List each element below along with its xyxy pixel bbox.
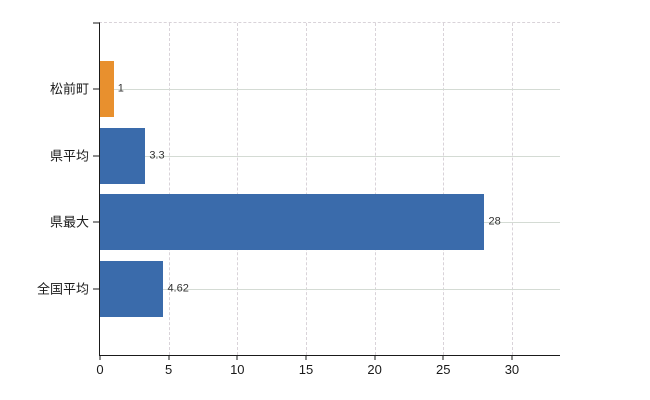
category-label: 県最大 bbox=[49, 214, 89, 230]
bar bbox=[100, 194, 485, 251]
y-axis-tick bbox=[93, 221, 100, 223]
x-axis-tick bbox=[511, 355, 513, 360]
x-tick-label: 0 bbox=[96, 362, 104, 377]
plot-area: 0 5 10 15 20 25 30 1 松前町 3.3 県平均 28 県最大 4.62 全国平均 bbox=[37, 22, 560, 376]
category-label: 全国平均 bbox=[36, 281, 89, 297]
y-axis-tick bbox=[93, 88, 100, 90]
gridline-horizontal bbox=[100, 288, 560, 290]
bar-value-label: 1 bbox=[117, 82, 124, 95]
gridline-vertical bbox=[168, 23, 171, 355]
y-axis-tick bbox=[93, 288, 100, 290]
x-tick-label: 30 bbox=[504, 362, 520, 377]
x-axis-tick bbox=[99, 355, 101, 360]
x-axis-tick bbox=[168, 355, 170, 360]
x-tick-label: 10 bbox=[230, 362, 245, 377]
bar bbox=[100, 127, 146, 184]
x-axis-tick bbox=[236, 355, 238, 360]
y-axis-tick bbox=[93, 155, 100, 157]
x-tick-label: 15 bbox=[298, 362, 314, 377]
bar-value-label: 4.62 bbox=[167, 282, 189, 295]
category-label: 県平均 bbox=[49, 148, 89, 164]
gridline-horizontal bbox=[100, 155, 560, 157]
gridline-horizontal bbox=[100, 89, 560, 91]
x-axis-tick bbox=[442, 355, 444, 360]
bar bbox=[100, 61, 114, 118]
x-tick-label: 5 bbox=[165, 362, 173, 377]
x-tick-label: 25 bbox=[436, 362, 451, 377]
bar bbox=[100, 260, 164, 317]
gridline-vertical bbox=[374, 23, 377, 355]
category-label: 松前町 bbox=[49, 81, 89, 97]
gridline-vertical bbox=[443, 23, 445, 355]
x-axis-tick bbox=[374, 355, 376, 360]
gridline-vertical bbox=[237, 23, 239, 355]
x-axis-tick bbox=[305, 355, 307, 360]
bar-value-label: 28 bbox=[488, 215, 501, 228]
x-tick-label: 20 bbox=[367, 362, 382, 377]
bar-value-label: 3.3 bbox=[149, 149, 165, 162]
y-axis-end-tick bbox=[93, 22, 100, 24]
gridline-vertical bbox=[305, 23, 308, 355]
gridline-vertical bbox=[511, 23, 514, 355]
